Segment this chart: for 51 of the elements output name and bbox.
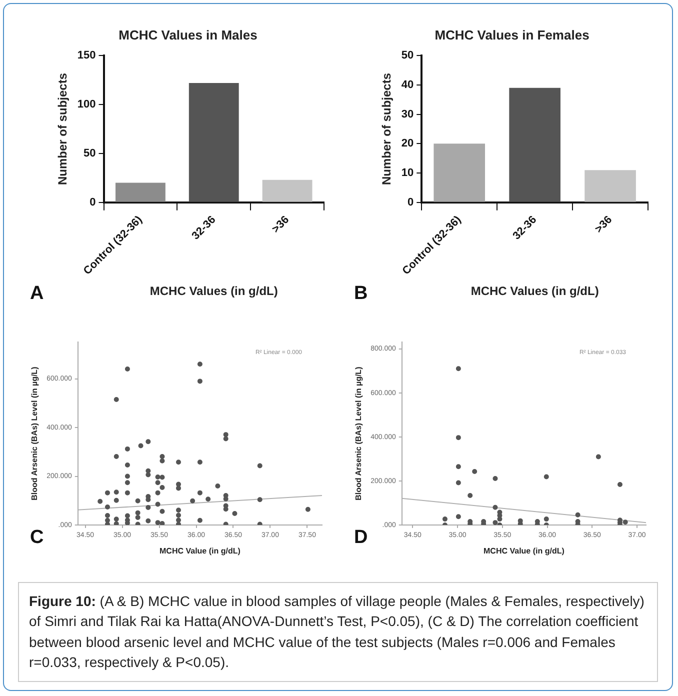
- text: A: [30, 283, 44, 305]
- bar: [262, 180, 312, 202]
- point: [456, 514, 461, 520]
- bar: [188, 83, 239, 202]
- y-tick-label: 30: [401, 108, 414, 120]
- point: [492, 476, 498, 482]
- y-tick-label: 40: [401, 78, 414, 91]
- point: [544, 516, 549, 522]
- point: [492, 520, 498, 525]
- point: [468, 492, 473, 498]
- bar: [116, 182, 166, 202]
- y-tick-label: 0: [408, 196, 414, 208]
- y-tick-label: 150: [77, 50, 96, 62]
- y-axis-title: Number of subjects: [56, 72, 70, 186]
- x-axis-title: MCHC Value (in g/dL): [160, 546, 241, 556]
- x-tick-label: >36: [270, 214, 292, 236]
- bar: [584, 170, 636, 202]
- point: [456, 464, 461, 470]
- x-axis-title: MCHC Values (in g/dL): [470, 284, 599, 298]
- y-axis-title: Blood Arsenic (BAs) Level (in µg/L): [354, 366, 364, 500]
- bar: [434, 144, 486, 202]
- text: C: [30, 527, 44, 549]
- point: [442, 516, 448, 522]
- y-tick-label: 0: [90, 196, 96, 208]
- point: [492, 504, 498, 510]
- point: [456, 480, 461, 486]
- chart-title: MCHC Values in Females: [434, 27, 590, 42]
- x-axis-title: MCHC Values (in g/dL): [150, 284, 278, 298]
- chart-title: MCHC Values in Males: [118, 27, 258, 42]
- point: [497, 516, 502, 522]
- text: B: [354, 283, 368, 305]
- x-axis-title: MCHC Value (in g/dL): [484, 546, 565, 556]
- text: D: [354, 527, 368, 549]
- point: [456, 366, 461, 372]
- bar: [509, 88, 560, 202]
- y-tick-label: 10: [401, 167, 414, 180]
- point: [596, 454, 601, 460]
- y-axis-title: Number of subjects: [380, 72, 394, 186]
- y-tick-label: 50: [401, 50, 414, 62]
- point: [456, 435, 461, 440]
- caption: Figure 10: (A & B) MCHC value in blood samples of village people (Males & Females, respectively) of Simri and Tilak Rai ka Hatta(ANOVA-Dunnett’s Test, P<0.05), (C & D) The correlation coefficient between blood arsenic level and MCHC value of the test subjects (Males r=0.006 and Females r=0.033, respectively & P<0.05).: [18, 582, 658, 682]
- y-axis-title: Blood Arsenic (BAs) Level (in µg/L): [30, 366, 40, 500]
- point: [472, 468, 478, 474]
- y-tick-label: 20: [401, 138, 414, 150]
- point: [544, 474, 549, 480]
- y-tick-label: 100: [77, 98, 96, 111]
- point: [617, 482, 622, 487]
- x-tick-label: >36: [592, 214, 615, 236]
- y-tick-label: 50: [84, 147, 96, 160]
- point: [622, 520, 628, 525]
- point: [575, 512, 580, 518]
